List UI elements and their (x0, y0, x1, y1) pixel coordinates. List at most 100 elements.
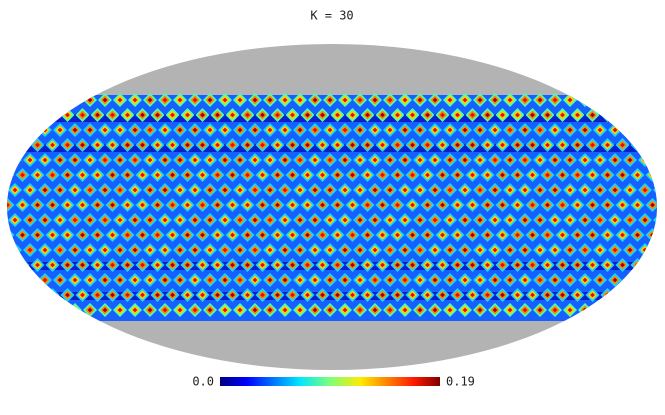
pattern-cell-inner (7, 172, 10, 178)
pattern-cell-inner (170, 202, 175, 208)
pattern-cell-inner (432, 307, 438, 313)
pattern-cell-inner (72, 127, 78, 133)
pattern-cell-inner (50, 112, 55, 118)
pattern-cell-inner (290, 112, 295, 118)
pattern-cell-inner (260, 202, 265, 208)
pattern-cell-inner (110, 292, 115, 298)
pattern-cell-inner (215, 232, 220, 238)
pattern-cell-inner (522, 97, 528, 103)
pattern-cell-inner (477, 247, 483, 253)
pattern-cell-mid (32, 290, 43, 300)
pattern-cell-inner (620, 292, 625, 298)
pattern-cell-inner (27, 247, 33, 253)
pattern-cell-inner (500, 292, 505, 298)
pattern-cell-inner (387, 307, 393, 313)
pattern-cell-inner (507, 157, 513, 163)
pattern-cell-inner (642, 127, 648, 133)
pattern-cell-mid (655, 305, 657, 315)
pattern-cell-mid (25, 95, 35, 105)
pattern-cell-inner (177, 187, 183, 193)
pattern-cell-inner (492, 247, 498, 253)
pattern-cell-inner (245, 232, 250, 238)
pattern-cell-inner (12, 277, 18, 283)
pattern-cell-inner (327, 157, 333, 163)
pattern-cell-outer (0, 273, 7, 287)
pattern-cell-inner (627, 97, 633, 103)
pattern-cell-inner (447, 247, 453, 253)
pattern-cell-outer (0, 243, 7, 257)
pattern-cell-inner (477, 277, 483, 283)
pattern-cell-inner (35, 202, 40, 208)
pattern-cell-inner (425, 142, 430, 148)
pattern-cell-inner (612, 97, 618, 103)
pattern-cell-inner (87, 217, 93, 223)
pattern-cell-inner (290, 172, 295, 178)
pattern-cell-inner (567, 307, 573, 313)
pattern-cell-inner (522, 307, 528, 313)
pattern-cell-inner (12, 97, 18, 103)
pattern-cell-outer (8, 93, 22, 107)
pattern-cell-outer (15, 138, 30, 152)
pattern-cell-mid (595, 305, 605, 315)
pattern-cell-inner (117, 277, 123, 283)
pattern-cell-inner (620, 142, 625, 148)
pattern-cell-inner (282, 127, 288, 133)
pattern-cell-mid (655, 245, 657, 255)
pattern-cell-outer (645, 258, 657, 272)
pattern-cell-inner (297, 217, 303, 223)
pattern-cell-outer (7, 288, 15, 302)
pattern-cell-inner (425, 172, 430, 178)
pattern-cell-inner (185, 172, 190, 178)
pattern-cell-inner (192, 307, 198, 313)
pattern-cell-inner (387, 157, 393, 163)
pattern-cell-inner (0, 98, 2, 103)
pattern-cell-mid (640, 275, 650, 285)
pattern-cell-inner (522, 247, 528, 253)
pattern-cell-inner (477, 97, 483, 103)
pattern-cell-inner (312, 217, 318, 223)
pattern-cell-inner (7, 232, 10, 238)
pattern-cell-inner (605, 142, 610, 148)
pattern-cell-inner (462, 247, 468, 253)
pattern-cell-inner (170, 232, 175, 238)
pattern-cell-inner (170, 142, 175, 148)
pattern-cell-inner (380, 142, 385, 148)
pattern-cell-outer (53, 93, 67, 107)
pattern-cell-inner (50, 202, 55, 208)
pattern-cell-inner (162, 277, 168, 283)
pattern-cell-inner (537, 247, 543, 253)
pattern-cell-inner (335, 292, 340, 298)
pattern-cell-inner (282, 157, 288, 163)
pattern-cell-inner (605, 202, 610, 208)
pattern-cell-inner (500, 262, 505, 268)
pattern-cell-inner (410, 142, 415, 148)
pattern-cell-inner (117, 217, 123, 223)
pattern-cell-outer (638, 303, 652, 317)
pattern-cell-inner (305, 292, 310, 298)
pattern-cell-inner (147, 217, 153, 223)
pattern-cell-inner (222, 307, 228, 313)
pattern-cell-inner (477, 157, 483, 163)
pattern-cell-inner (447, 97, 453, 103)
pattern-cell-inner (522, 187, 528, 193)
pattern-cell-inner (507, 307, 513, 313)
pattern-cell-outer (23, 303, 37, 317)
pattern-cell-inner (230, 262, 235, 268)
pattern-cell-inner (620, 202, 625, 208)
pattern-cell-inner (252, 127, 258, 133)
pattern-cell-inner (65, 112, 70, 118)
pattern-cell-inner (305, 232, 310, 238)
pattern-cell-inner (132, 97, 138, 103)
pattern-cell-inner (387, 97, 393, 103)
pattern-stripe (7, 114, 657, 122)
pattern-cell-inner (200, 172, 205, 178)
pattern-cell-inner (612, 157, 618, 163)
pattern-cell-inner (342, 217, 348, 223)
pattern-cell-inner (612, 187, 618, 193)
pattern-cell-inner (357, 277, 363, 283)
pattern-cell-inner (485, 292, 490, 298)
pattern-cell-inner (650, 202, 655, 208)
pattern-cell-inner (658, 188, 663, 193)
pattern-cell-inner (57, 247, 63, 253)
pattern-cell-inner (245, 172, 250, 178)
